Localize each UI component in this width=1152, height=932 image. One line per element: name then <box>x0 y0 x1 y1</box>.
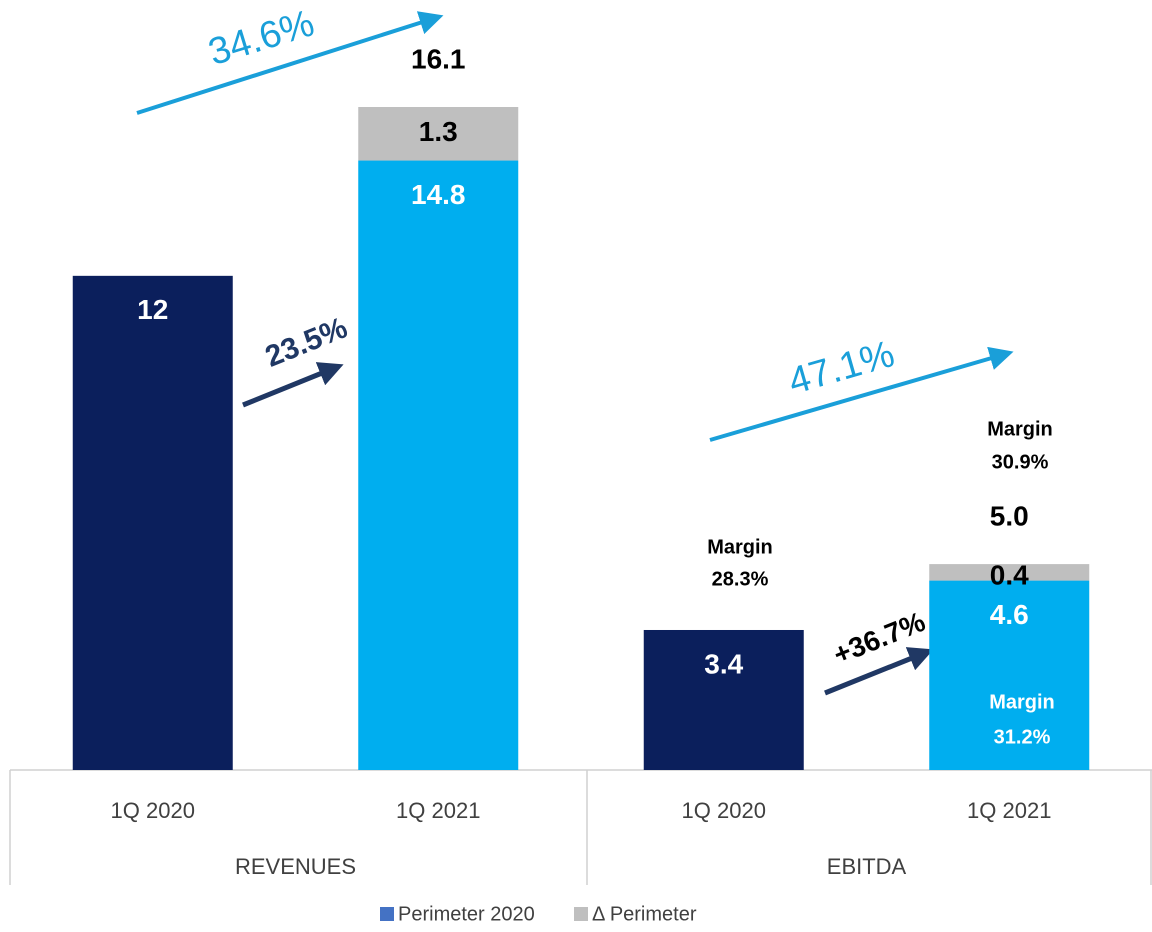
arrow <box>824 647 934 696</box>
growth-label: +36.7% <box>829 606 929 671</box>
margin-label: Margin <box>707 536 773 558</box>
growth-label: 47.1% <box>784 333 899 403</box>
legend-swatch <box>380 907 394 921</box>
bar-segment <box>643 629 804 770</box>
growth-label: 23.5% <box>261 311 352 373</box>
data-label: 1.3 <box>419 116 458 147</box>
margin-label: Margin <box>989 691 1055 713</box>
margin-labels: Margin 28.3% Margin 30.9% Margin 31.2% <box>707 418 1055 748</box>
arrow <box>242 362 344 408</box>
bar-segment <box>72 275 233 770</box>
legend-label: Δ Perimeter <box>592 903 697 925</box>
data-label: 12 <box>137 294 168 325</box>
group-label: EBITDA <box>827 854 907 879</box>
margin-label: Margin <box>987 418 1053 440</box>
axis-frame <box>9 769 1152 885</box>
bar-segment <box>358 107 519 161</box>
total-label: 16.1 <box>411 43 466 74</box>
margin-value: 31.2% <box>994 726 1051 748</box>
legend-swatch <box>574 907 588 921</box>
arrow <box>136 11 444 115</box>
data-label: 14.8 <box>411 179 466 210</box>
margin-value: 28.3% <box>712 568 769 590</box>
arrow <box>709 346 1014 442</box>
bar-segment <box>358 160 519 770</box>
x-tick-label: 1Q 2020 <box>111 798 195 823</box>
x-tick-label: 1Q 2021 <box>967 798 1051 823</box>
legend-label: Perimeter 2020 <box>398 903 535 925</box>
bar-segment <box>929 580 1090 770</box>
total-label: 5.0 <box>990 500 1029 531</box>
growth-label: 34.6% <box>204 2 319 74</box>
x-tick-label: 1Q 2021 <box>396 798 480 823</box>
x-tick-label: 1Q 2020 <box>682 798 766 823</box>
bars <box>72 107 1090 770</box>
margin-value: 30.9% <box>992 451 1049 473</box>
growth-arrows: 34.6% 23.5% 47.1% +36.7% <box>136 2 1014 696</box>
data-label: 4.6 <box>990 599 1029 630</box>
data-label: 0.4 <box>990 560 1029 591</box>
group-label: REVENUES <box>235 854 356 879</box>
bar-segment <box>929 564 1090 581</box>
data-label: 3.4 <box>704 648 743 679</box>
